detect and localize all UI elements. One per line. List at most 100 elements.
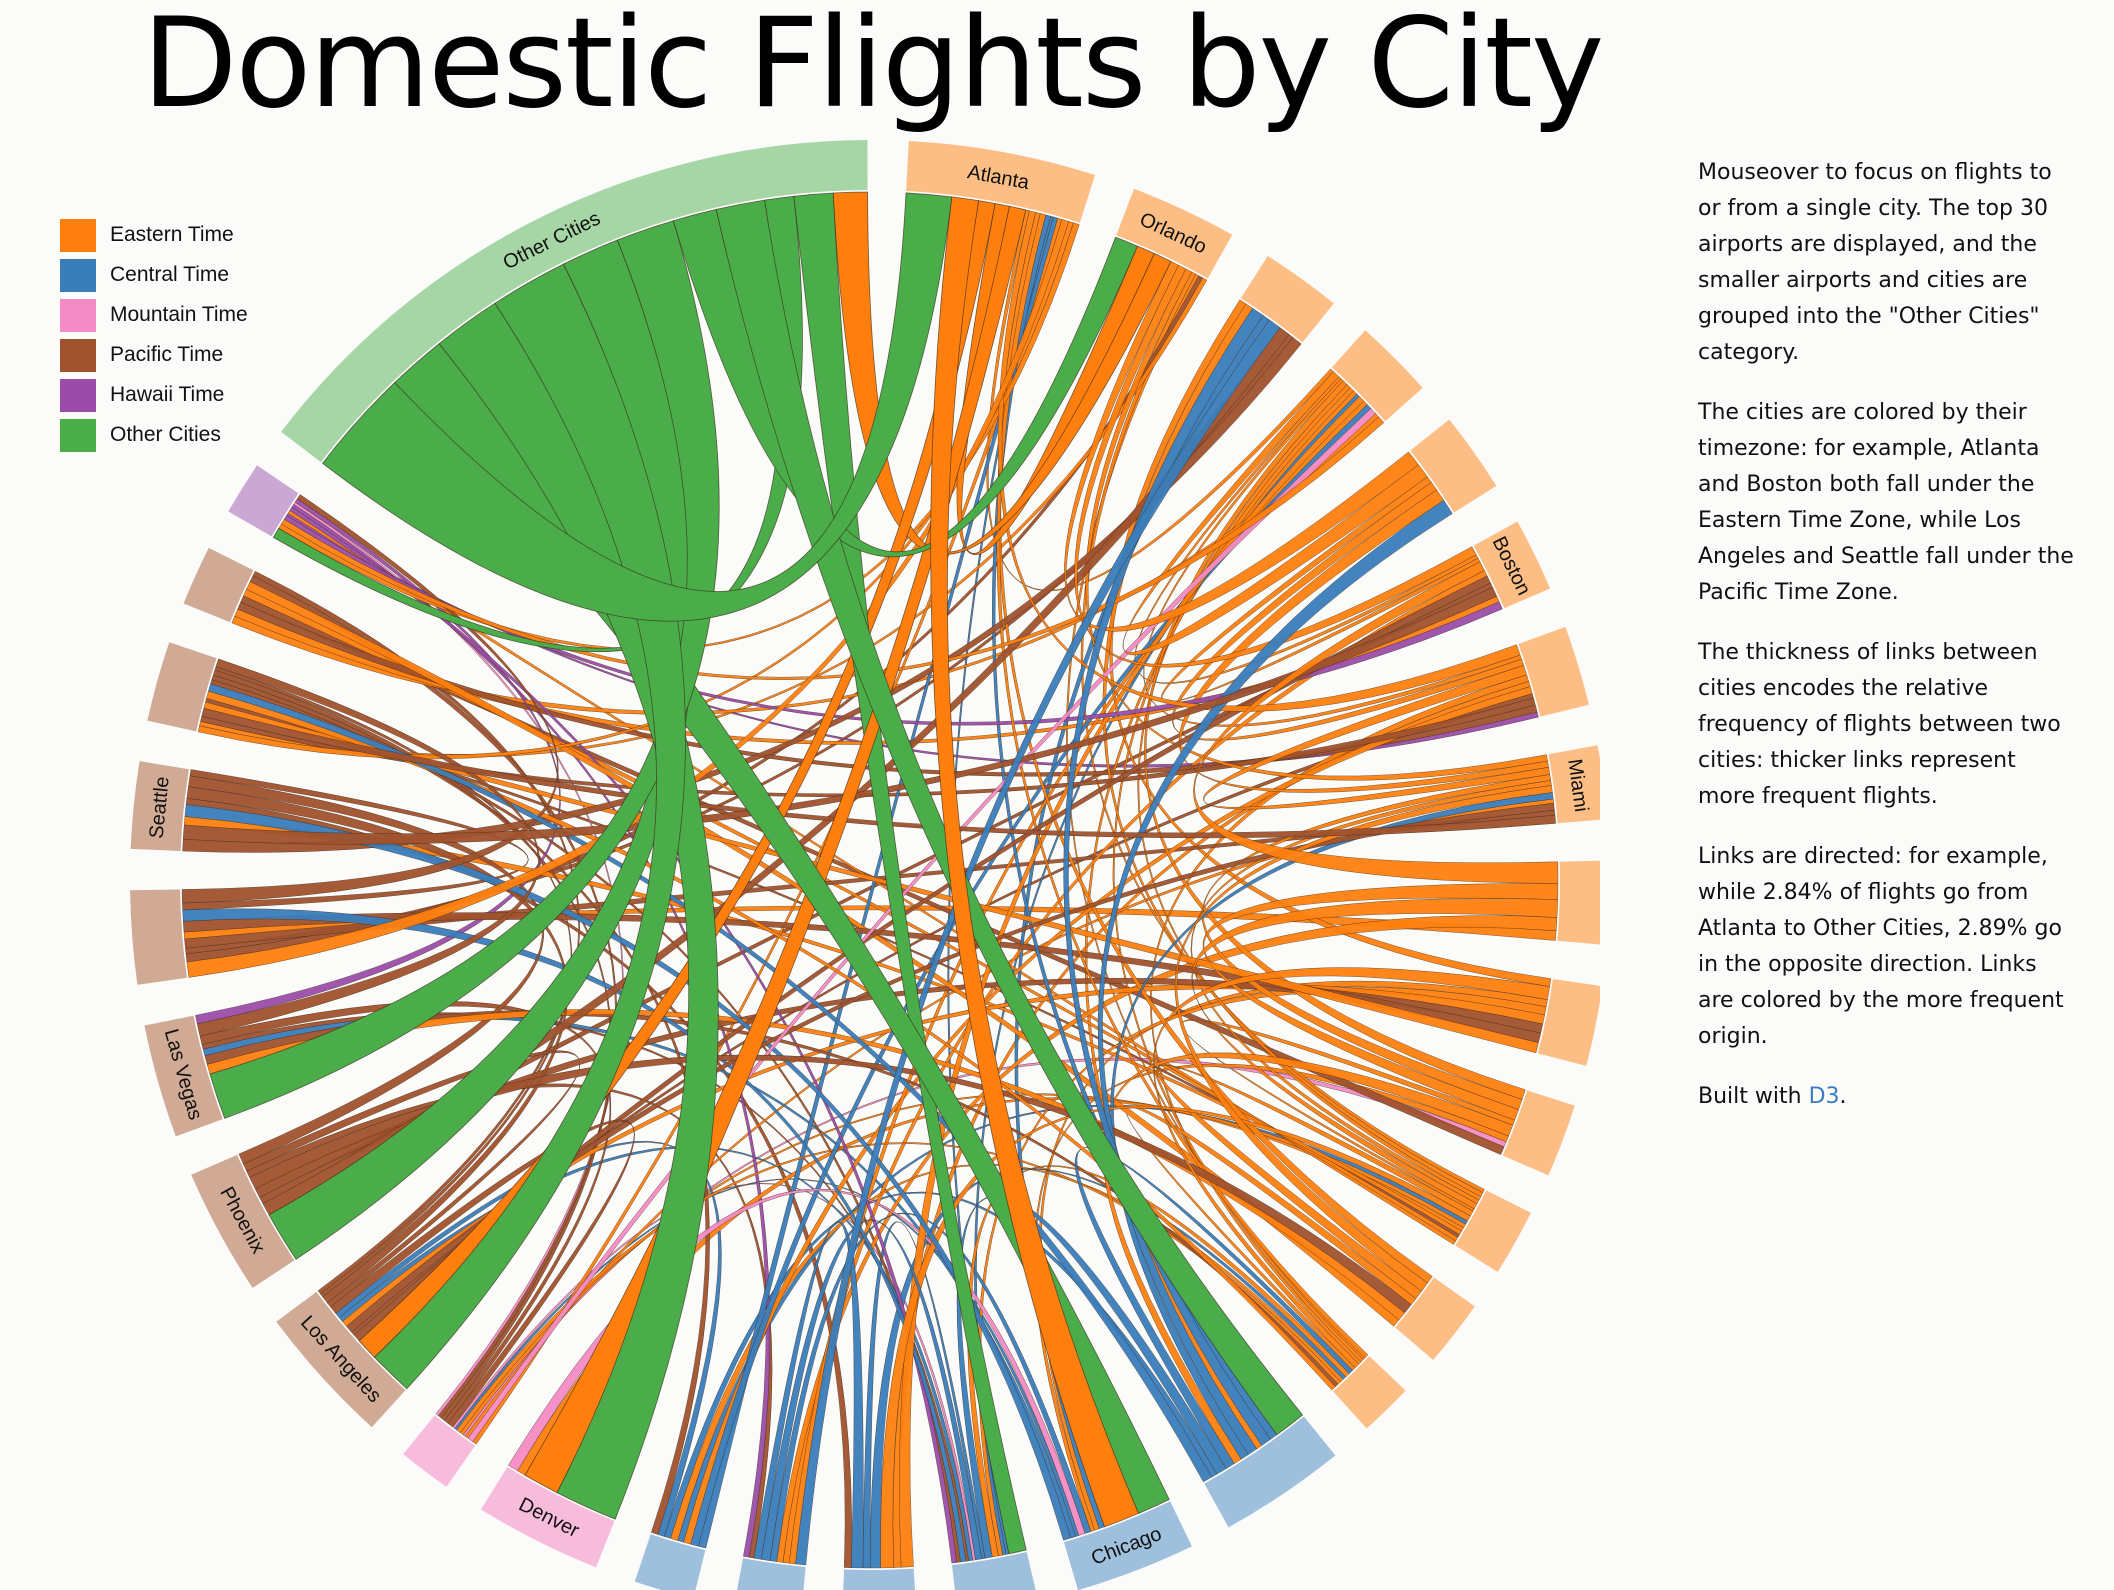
legend-item-pacific: Pacific Time (60, 335, 248, 375)
flight-ribbon[interactable] (254, 977, 1544, 1198)
description-paragraph: The cities are colored by their timezone… (1698, 400, 2074, 605)
flight-ribbon[interactable] (289, 506, 958, 1564)
legend-label: Central Time (110, 263, 230, 286)
city-arc[interactable] (1455, 1190, 1531, 1272)
flight-ribbon[interactable] (1085, 268, 1548, 781)
built-with-text: Built with (1698, 1084, 1809, 1109)
flight-ribbon[interactable] (1074, 264, 1477, 668)
legend: Eastern Time Central Time Mountain Time … (60, 215, 248, 455)
city-arc-group: AtlantaOrlandoBostonMiamiChicagoDenverLo… (130, 140, 1600, 1590)
flight-ribbon[interactable] (208, 683, 1213, 1483)
legend-swatch (60, 298, 96, 332)
legend-swatch (60, 418, 96, 452)
city-arc[interactable] (1116, 188, 1233, 279)
flight-ribbon[interactable] (899, 396, 1365, 1568)
flight-ribbon[interactable] (199, 1001, 612, 1424)
flight-ribbon[interactable] (346, 802, 1555, 1333)
city-arc[interactable] (1063, 1501, 1192, 1590)
built-with-line: Built with D3. (1698, 1079, 2078, 1115)
description-paragraph: Links are directed: for example, while 2… (1698, 844, 2064, 1049)
flight-ribbon[interactable] (1080, 271, 1485, 1194)
flight-ribbon[interactable] (1193, 561, 1559, 884)
flight-ribbon[interactable] (761, 1219, 983, 1561)
city-arc[interactable] (842, 1568, 917, 1590)
city-arc[interactable] (634, 1534, 706, 1590)
flight-ribbon[interactable] (930, 196, 1140, 1528)
flight-ribbon[interactable] (246, 581, 1400, 1327)
flight-ribbon[interactable] (1097, 499, 1453, 1456)
city-arc[interactable] (1473, 521, 1551, 609)
city-arc[interactable] (147, 642, 217, 732)
d3-link[interactable]: D3 (1808, 1084, 1840, 1109)
city-arc[interactable] (1331, 330, 1423, 422)
city-arc[interactable] (191, 1154, 295, 1288)
legend-swatch (60, 378, 96, 412)
city-arc[interactable] (1240, 255, 1334, 343)
city-arc[interactable] (130, 761, 189, 851)
description-panel: Mouseover to focus on flights to or from… (1698, 155, 2078, 1139)
city-arc[interactable] (1410, 419, 1497, 513)
flight-ribbon[interactable] (997, 210, 1521, 712)
legend-item-hawaii: Hawaii Time (60, 375, 248, 415)
city-arc[interactable] (951, 1551, 1038, 1590)
page-title: Domestic Flights by City (142, 0, 1604, 136)
city-arc[interactable] (403, 1415, 476, 1487)
description-paragraph: Mouseover to focus on flights to or from… (1698, 160, 2052, 365)
flight-ribbon[interactable] (1064, 260, 1419, 632)
flight-ribbon[interactable] (182, 587, 1498, 845)
city-arc[interactable] (1548, 745, 1600, 824)
flight-ribbon[interactable] (1161, 476, 1481, 703)
flight-ribbon[interactable] (330, 1119, 635, 1428)
legend-label: Eastern Time (110, 223, 234, 246)
flight-ribbon[interactable] (196, 658, 540, 1037)
flight-ribbon[interactable] (1171, 481, 1524, 741)
flight-ribbon[interactable] (1174, 785, 1553, 1292)
city-arc[interactable] (281, 140, 868, 463)
flight-ribbon[interactable] (1201, 774, 1552, 1110)
legend-swatch (60, 218, 96, 252)
flight-ribbon[interactable] (243, 1050, 581, 1308)
city-arc[interactable] (1557, 860, 1600, 945)
city-arc[interactable] (1333, 1356, 1406, 1429)
flight-ribbon[interactable] (201, 707, 1556, 839)
legend-item-eastern: Eastern Time (60, 215, 248, 255)
chord-diagram[interactable]: AtlantaOrlandoBostonMiamiChicagoDenverLo… (0, 0, 1600, 1590)
legend-label: Pacific Time (110, 343, 224, 366)
city-arc[interactable] (144, 1015, 223, 1137)
city-arc[interactable] (1518, 626, 1589, 717)
flight-ribbon[interactable] (1152, 967, 1550, 1369)
flight-ribbon[interactable] (795, 319, 1281, 1566)
legend-item-central: Central Time (60, 255, 248, 295)
flight-ribbon[interactable] (1202, 883, 1559, 1121)
flight-ribbon[interactable] (182, 908, 967, 1563)
flight-ribbon[interactable] (200, 697, 1536, 798)
city-arc[interactable] (228, 465, 299, 537)
flight-ribbon[interactable] (1191, 898, 1558, 1210)
city-arc[interactable] (1204, 1416, 1336, 1528)
city-arc[interactable] (276, 1291, 406, 1428)
city-arc[interactable] (1502, 1090, 1575, 1176)
flight-ribbon[interactable] (452, 1182, 976, 1561)
legend-swatch (60, 258, 96, 292)
flight-ribbon[interactable] (715, 199, 1304, 1436)
built-with-suffix: . (1839, 1084, 1847, 1109)
city-arc[interactable] (183, 547, 254, 623)
legend-label: Other Cities (110, 423, 221, 446)
ribbon-group (181, 191, 1559, 1569)
flight-ribbon[interactable] (1203, 665, 1551, 810)
flight-ribbon[interactable] (1112, 387, 1364, 1363)
legend-label: Mountain Time (110, 303, 248, 326)
flight-ribbon[interactable] (321, 192, 953, 622)
city-arc[interactable] (130, 889, 187, 985)
city-arc[interactable] (734, 1558, 806, 1590)
city-arc[interactable] (906, 141, 1096, 223)
city-arc[interactable] (1395, 1277, 1475, 1360)
city-arc[interactable] (1537, 978, 1600, 1066)
flight-ribbon[interactable] (459, 1093, 1464, 1436)
flight-ribbon[interactable] (967, 1165, 1350, 1558)
legend-swatch (60, 338, 96, 372)
flight-ribbon[interactable] (373, 263, 686, 1390)
city-arc[interactable] (480, 1466, 615, 1568)
flight-ribbon[interactable] (280, 416, 1385, 681)
legend-label: Hawaii Time (110, 383, 225, 406)
